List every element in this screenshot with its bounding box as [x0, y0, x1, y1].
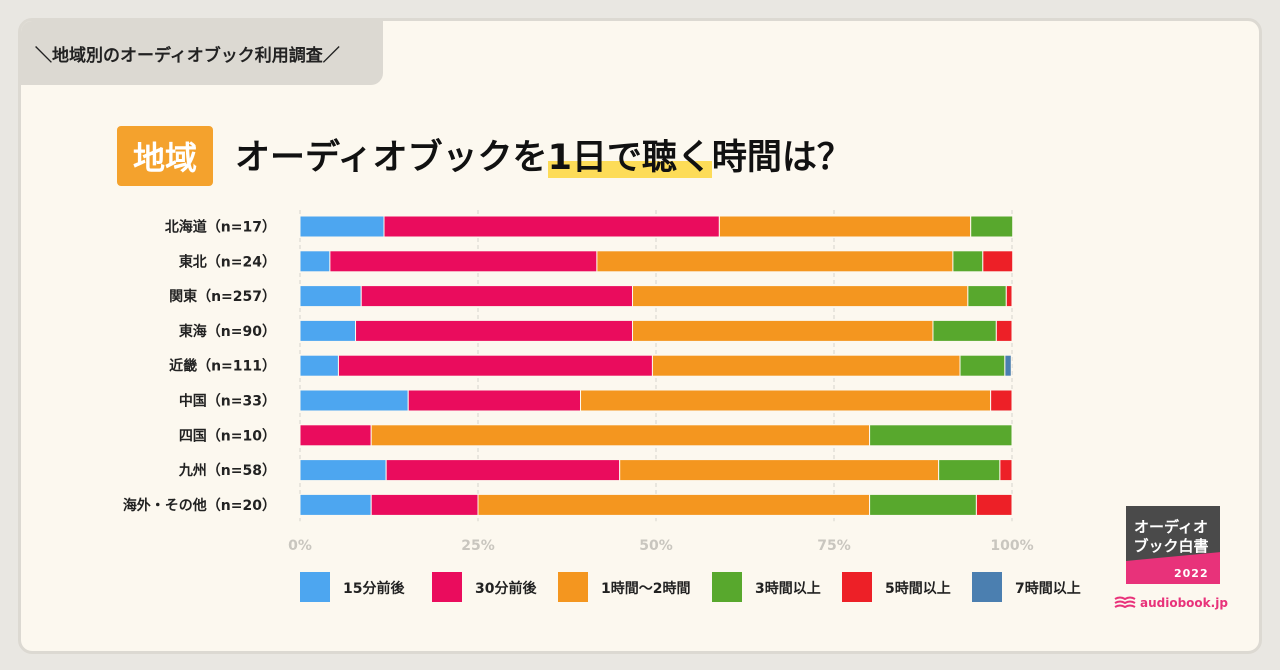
legend-swatch	[558, 572, 588, 602]
legend-swatch	[972, 572, 1002, 602]
bar-segment	[299, 250, 331, 273]
bar-segment	[999, 459, 1013, 482]
legend-swatch	[432, 572, 462, 602]
title-highlight: 1日で聴く	[547, 138, 712, 178]
x-tick-label: 25%	[461, 538, 495, 554]
category-label: 海外・その他（n=20）	[123, 497, 276, 514]
legend-label: 5時間以上	[885, 580, 951, 597]
bar-segment	[596, 250, 954, 273]
legend-label: 15分前後	[343, 580, 405, 597]
bar-segment	[407, 389, 582, 412]
bar-segment	[982, 250, 1014, 273]
bar-segment	[355, 319, 634, 342]
category-label: 近畿（n=111）	[169, 358, 276, 375]
category-label: 四国（n=10）	[179, 428, 276, 444]
logo-line-1: オーディオ	[1134, 518, 1208, 536]
bar-segment	[990, 389, 1013, 412]
chart-title: オーディオブックを1日で聴く時間は？	[235, 129, 852, 180]
category-label: 九州（n=58）	[178, 463, 276, 479]
bar-segment	[299, 493, 372, 516]
region-badge: 地域	[117, 126, 213, 186]
title-part-1: オーディオブックを	[235, 138, 548, 178]
category-label: 中国（n=33）	[179, 393, 276, 410]
category-label: 東北（n=24）	[179, 253, 276, 270]
legend-label: 3時間以上	[755, 580, 821, 597]
brand-mark: audiobook.jp	[1114, 596, 1228, 610]
title-part-3: 時間は？	[711, 138, 852, 178]
x-tick-label: 100%	[990, 538, 1033, 554]
bar-segment	[967, 285, 1007, 308]
bar-segment	[383, 215, 720, 238]
survey-tab-label: ＼地域別のオーディオブック利用調査／	[21, 21, 383, 85]
bar-segment	[970, 215, 1014, 238]
bar-segment	[299, 424, 372, 447]
bar-segment	[580, 389, 992, 412]
bar-segment	[477, 493, 871, 516]
bar-segment	[952, 250, 984, 273]
bar-segment	[299, 459, 387, 482]
category-label: 東海（n=90）	[179, 323, 276, 340]
legend-swatch	[842, 572, 872, 602]
brand-name: audiobook.jp	[1140, 596, 1228, 610]
bar-segment	[299, 354, 339, 377]
bar-segment	[718, 215, 972, 238]
bar-segment	[370, 424, 871, 447]
bar-segment	[938, 459, 1001, 482]
bar-segment	[1004, 354, 1012, 377]
bar-segment	[299, 319, 357, 342]
bar-segment	[337, 354, 653, 377]
x-tick-label: 0%	[288, 538, 312, 554]
bar-segment	[1005, 285, 1013, 308]
legend-swatch	[300, 572, 330, 602]
category-label: 関東（n=257）	[169, 288, 276, 305]
bar-segment	[995, 319, 1013, 342]
legend-label: 7時間以上	[1015, 580, 1081, 597]
legend-label: 1時間〜2時間	[601, 580, 690, 597]
x-tick-label: 50%	[639, 538, 673, 554]
bar-segment	[632, 285, 969, 308]
legend-swatch	[712, 572, 742, 602]
bar-segment	[299, 215, 385, 238]
bar-segment	[619, 459, 940, 482]
logo-shape-icon	[1126, 506, 1232, 584]
bar-segment	[299, 285, 362, 308]
bar-segment	[360, 285, 634, 308]
bar-segment	[959, 354, 1006, 377]
legend-label: 30分前後	[475, 580, 537, 597]
bar-segment	[329, 250, 598, 273]
book-stack-icon	[1114, 596, 1136, 609]
x-tick-label: 75%	[817, 538, 851, 554]
bar-segment	[869, 493, 977, 516]
bar-segment	[975, 493, 1013, 516]
bar-segment	[869, 424, 1013, 447]
logo-year: 2022	[1174, 567, 1209, 580]
bar-segment	[370, 493, 479, 516]
category-label: 北海道（n=17）	[165, 219, 276, 236]
logo-line-2: ブック白書	[1133, 537, 1209, 555]
bar-segment	[651, 354, 961, 377]
infographic-card: ＼地域別のオーディオブック利用調査／ 地域 オーディオブックを1日で聴く時間は？	[18, 18, 1262, 654]
bar-segment	[932, 319, 997, 342]
bar-segment	[299, 389, 409, 412]
audiobook-hakusho-logo: オーディオ ブック白書 2022	[1114, 506, 1232, 584]
bar-segment	[385, 459, 621, 482]
bar-segment	[632, 319, 934, 342]
